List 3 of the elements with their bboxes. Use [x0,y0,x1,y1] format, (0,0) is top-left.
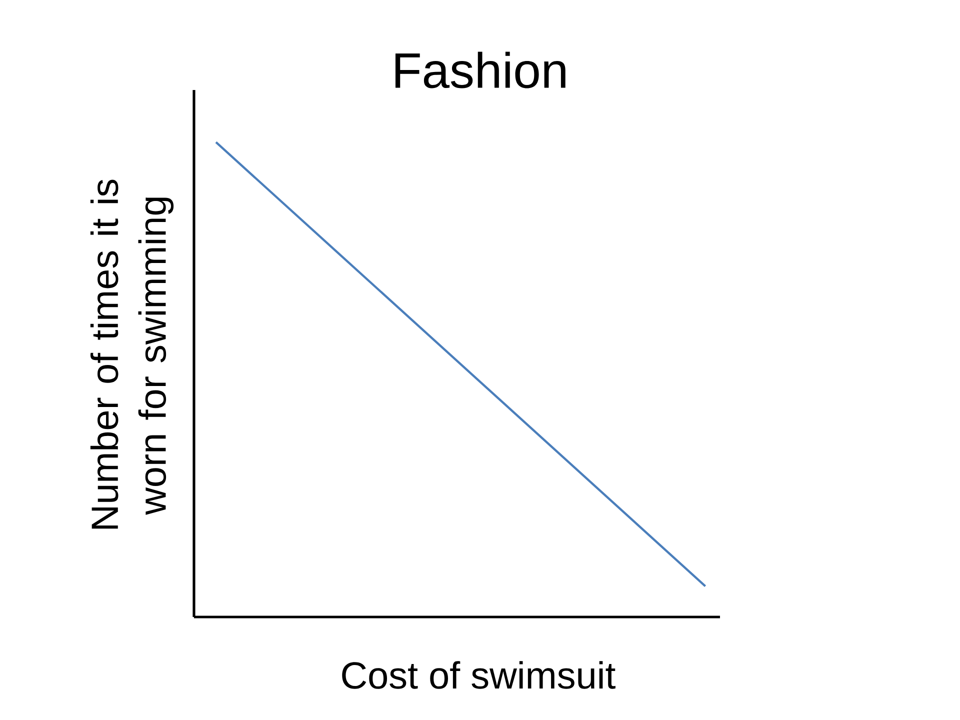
x-axis-title: Cost of swimsuit [342,661,616,689]
chart-title: Fashion [395,52,566,88]
y-axis-title: Number of times it is worn for swimming [90,180,174,529]
